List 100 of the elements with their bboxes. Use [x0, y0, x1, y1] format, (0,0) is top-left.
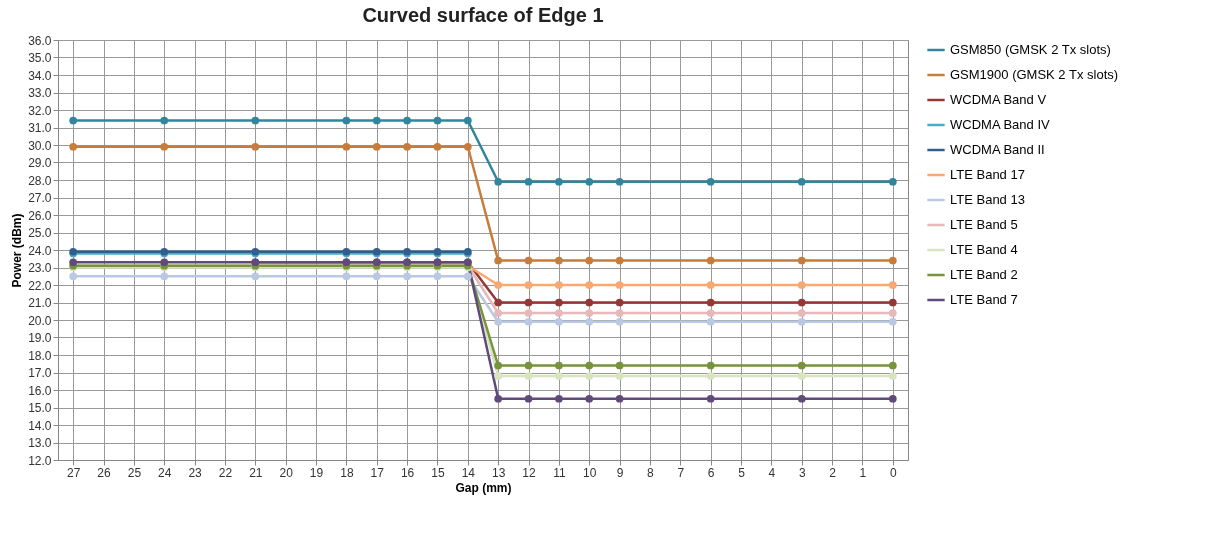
point	[403, 272, 411, 281]
point	[372, 142, 381, 151]
point	[615, 361, 624, 370]
x-tick-label: 27	[67, 465, 81, 480]
point	[585, 317, 594, 326]
point	[585, 298, 594, 307]
point	[494, 281, 503, 289]
point	[585, 177, 594, 186]
y-tick-label: 22.0	[28, 278, 52, 293]
y-tick-label: 28.0	[28, 173, 52, 188]
y-tick-label: 32.0	[28, 103, 52, 118]
x-tick-label: 18	[340, 465, 354, 480]
x-tick-label: 20	[279, 465, 294, 480]
point	[524, 177, 533, 186]
y-tick-label: 23.0	[28, 261, 52, 275]
point	[555, 309, 563, 317]
x-tick-label: 3	[798, 465, 806, 480]
x-tick-label: 5	[738, 465, 746, 480]
point	[69, 116, 78, 125]
point	[251, 142, 260, 151]
point	[615, 309, 624, 317]
legend-label: WCDMA Band V	[950, 92, 1047, 107]
point	[555, 372, 563, 380]
point	[555, 177, 563, 186]
point	[797, 317, 806, 326]
point	[160, 142, 169, 151]
point	[615, 281, 624, 289]
point	[251, 116, 260, 125]
y-tick-label: 20.0	[28, 313, 52, 328]
x-tick-label: 22	[218, 465, 233, 480]
point	[69, 142, 78, 151]
y-tick-label: 12.0	[28, 453, 52, 468]
point	[797, 256, 806, 265]
x-axis-title: Gap (mm)	[455, 480, 512, 495]
x-tick-label: 0	[889, 465, 897, 480]
y-tick-label: 15.0	[28, 401, 52, 415]
point	[494, 394, 503, 403]
point	[797, 298, 806, 307]
point	[888, 256, 897, 265]
y-axis-title: Power (dBm)	[10, 213, 25, 288]
y-tick-label: 13.0	[28, 436, 52, 450]
point	[555, 281, 563, 289]
point	[403, 142, 411, 151]
point	[251, 272, 260, 281]
point	[585, 372, 594, 380]
legend-label: LTE Band 4	[950, 242, 1018, 257]
y-tick-label: 19.0	[28, 331, 52, 345]
y-tick-label: 25.0	[28, 226, 52, 240]
point	[494, 361, 503, 370]
point	[524, 309, 533, 317]
point	[585, 256, 594, 265]
point	[706, 372, 715, 380]
x-tick-label: 16	[400, 465, 415, 480]
y-tick-label: 21.0	[28, 296, 52, 310]
point	[797, 281, 806, 289]
legend-label: LTE Band 5	[950, 217, 1018, 232]
point	[160, 272, 169, 281]
point	[494, 309, 503, 317]
point	[706, 256, 715, 265]
y-tick-label: 29.0	[28, 156, 52, 170]
legend-label: GSM850 (GMSK 2 Tx slots)	[950, 42, 1111, 57]
point	[888, 372, 897, 380]
point	[888, 394, 897, 403]
point	[372, 116, 381, 125]
point	[494, 372, 503, 380]
point	[494, 256, 503, 265]
y-tick-label: 26.0	[28, 208, 52, 223]
legend-label: GSM1900 (GMSK 2 Tx slots)	[950, 67, 1119, 82]
point	[433, 116, 442, 125]
y-tick-label: 14.0	[28, 418, 52, 433]
legend-label: LTE Band 2	[950, 267, 1018, 282]
point	[342, 116, 351, 125]
legend-label: LTE Band 17	[950, 167, 1025, 182]
x-tick-label: 26	[97, 465, 112, 480]
point	[706, 317, 715, 326]
point	[494, 298, 503, 307]
point	[524, 317, 533, 326]
x-tick-label: 14	[461, 465, 476, 480]
y-tick-label: 17.0	[28, 366, 52, 380]
legend-label: LTE Band 13	[950, 192, 1025, 207]
point	[160, 116, 169, 125]
point	[706, 281, 715, 289]
y-tick-label: 18.0	[28, 348, 52, 363]
y-tick-label: 24.0	[28, 243, 52, 258]
point	[706, 361, 715, 370]
x-tick-label: 4	[768, 465, 776, 480]
point	[888, 317, 897, 326]
point	[463, 272, 472, 281]
y-tick-label: 33.0	[28, 86, 52, 100]
y-tick-label: 31.0	[28, 121, 52, 135]
point	[585, 281, 594, 289]
point	[706, 298, 715, 307]
point	[524, 361, 533, 370]
point	[494, 317, 503, 326]
point	[585, 309, 594, 317]
point	[585, 394, 594, 403]
point	[888, 281, 897, 289]
point	[372, 272, 381, 281]
point	[797, 372, 806, 380]
point	[342, 272, 351, 281]
